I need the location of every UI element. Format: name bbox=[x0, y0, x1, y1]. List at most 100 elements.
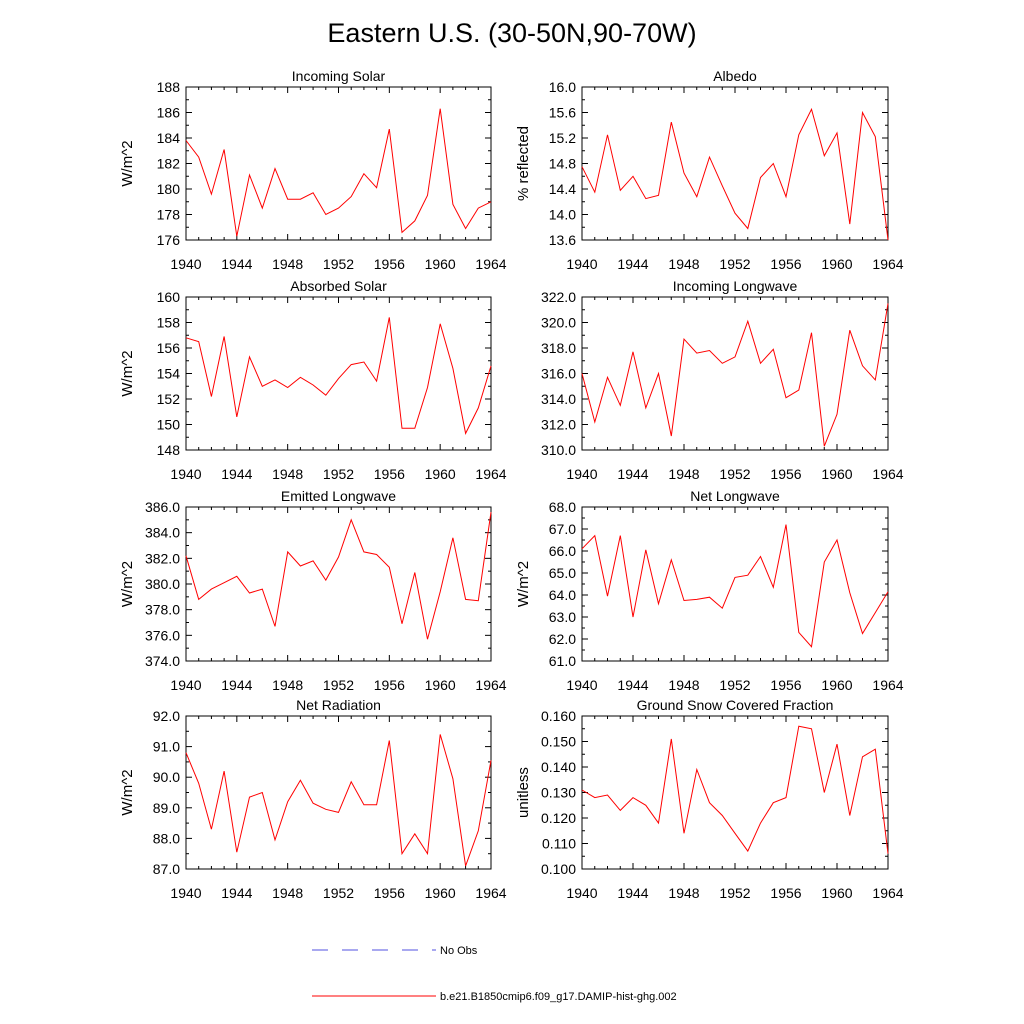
x-tick-label: 1944 bbox=[617, 677, 648, 693]
x-tick-label: 1940 bbox=[566, 466, 597, 482]
x-tick-label: 1960 bbox=[821, 466, 852, 482]
x-tick-label: 1952 bbox=[719, 885, 750, 901]
x-tick-label: 1960 bbox=[425, 885, 456, 901]
x-tick-label: 1952 bbox=[323, 677, 354, 693]
y-tick-label: 180 bbox=[157, 181, 181, 197]
x-tick-label: 1940 bbox=[566, 256, 597, 272]
y-tick-label: 14.0 bbox=[549, 207, 576, 223]
x-tick-label: 1964 bbox=[872, 885, 903, 901]
x-tick-label: 1952 bbox=[323, 885, 354, 901]
x-tick-label: 1944 bbox=[221, 256, 252, 272]
x-tick-label: 1940 bbox=[170, 677, 201, 693]
y-tick-label: 92.0 bbox=[153, 708, 180, 724]
panel-title: Albedo bbox=[713, 68, 757, 84]
y-tick-label: 0.160 bbox=[541, 708, 576, 724]
chart-panel-3: Absorbed Solar W/m^2 148 150 152 154 156 158 160… bbox=[119, 278, 507, 482]
y-tick-label: 68.0 bbox=[549, 499, 576, 515]
x-tick-label: 1960 bbox=[821, 256, 852, 272]
y-tick-label: 15.2 bbox=[549, 130, 576, 146]
x-tick-label: 1960 bbox=[425, 466, 456, 482]
y-tick-label: 376.0 bbox=[145, 627, 180, 643]
y-tick-label: 0.150 bbox=[541, 734, 576, 750]
y-tick-label: 15.6 bbox=[549, 105, 576, 121]
chart-panel-8: Ground Snow Covered Fraction unitless 0.10… bbox=[515, 697, 904, 901]
x-tick-label: 1948 bbox=[668, 466, 699, 482]
plot-frame bbox=[185, 715, 492, 870]
chart-panel-4: Incoming Longwave 310.0 312.0 314.0 316.0 318… bbox=[541, 278, 904, 482]
y-tick-label: 318.0 bbox=[541, 340, 576, 356]
x-tick-label: 1948 bbox=[272, 256, 303, 272]
y-tick-label: 14.4 bbox=[549, 181, 576, 197]
x-tick-label: 1944 bbox=[617, 885, 648, 901]
x-tick-label: 1948 bbox=[272, 885, 303, 901]
x-tick-label: 1956 bbox=[770, 256, 801, 272]
panel-title: Absorbed Solar bbox=[290, 278, 387, 294]
y-tick-label: 64.0 bbox=[549, 587, 576, 603]
series-line bbox=[185, 734, 492, 867]
chart-panel-1: Incoming Solar W/m^2 176 178 180 182 184 186 188… bbox=[119, 68, 507, 272]
y-tick-label: 0.130 bbox=[541, 785, 576, 801]
y-tick-label: 156 bbox=[157, 340, 181, 356]
y-tick-label: 89.0 bbox=[153, 800, 180, 816]
series-line bbox=[185, 317, 492, 435]
y-tick-label: 316.0 bbox=[541, 366, 576, 382]
y-tick-label: 182 bbox=[157, 156, 181, 172]
legend-obs-label: No Obs bbox=[440, 945, 478, 957]
x-tick-label: 1956 bbox=[374, 256, 405, 272]
x-tick-label: 1944 bbox=[617, 256, 648, 272]
plot-frame bbox=[185, 296, 492, 451]
y-tick-label: 310.0 bbox=[541, 442, 576, 458]
x-tick-label: 1940 bbox=[170, 885, 201, 901]
x-tick-label: 1964 bbox=[475, 885, 506, 901]
y-tick-label: 314.0 bbox=[541, 391, 576, 407]
y-tick-label: 0.140 bbox=[541, 759, 576, 775]
panel-title: Incoming Solar bbox=[292, 68, 386, 84]
y-tick-label: 184 bbox=[157, 130, 181, 146]
y-tick-label: 13.6 bbox=[549, 232, 576, 248]
y-tick-label: 88.0 bbox=[153, 830, 180, 846]
x-tick-label: 1940 bbox=[566, 885, 597, 901]
x-tick-label: 1952 bbox=[719, 677, 750, 693]
plot-frame bbox=[581, 86, 889, 241]
y-tick-label: 63.0 bbox=[549, 609, 576, 625]
y-tick-label: 382.0 bbox=[145, 550, 180, 566]
y-tick-label: 378.0 bbox=[145, 602, 180, 618]
y-tick-label: 186 bbox=[157, 105, 181, 121]
x-tick-label: 1956 bbox=[374, 677, 405, 693]
series-line bbox=[581, 303, 889, 447]
x-tick-label: 1940 bbox=[170, 256, 201, 272]
x-tick-label: 1956 bbox=[374, 466, 405, 482]
series-line bbox=[581, 107, 889, 241]
x-tick-label: 1964 bbox=[872, 466, 903, 482]
x-tick-label: 1964 bbox=[475, 677, 506, 693]
y-axis-label: W/m^2 bbox=[119, 140, 136, 186]
x-tick-label: 1944 bbox=[221, 677, 252, 693]
y-tick-label: 0.110 bbox=[542, 836, 576, 852]
x-tick-label: 1956 bbox=[770, 466, 801, 482]
x-tick-label: 1940 bbox=[170, 466, 201, 482]
panel-title: Emitted Longwave bbox=[281, 488, 396, 504]
y-axis-label: % reflected bbox=[515, 126, 532, 201]
chart-panels: Incoming Solar W/m^2 176 178 180 182 184 186 188… bbox=[119, 68, 904, 901]
x-tick-label: 1960 bbox=[821, 677, 852, 693]
y-tick-label: 61.0 bbox=[549, 653, 576, 669]
x-tick-label: 1960 bbox=[821, 885, 852, 901]
legend-model-label: b.e21.B1850cmip6.f09_g17.DAMIP-hist-ghg.… bbox=[440, 991, 677, 1003]
x-tick-label: 1952 bbox=[323, 466, 354, 482]
chart-panel-2: Albedo % reflected 13.6 14.0 14.4 14.8 15.2 15.… bbox=[515, 68, 904, 272]
x-tick-label: 1948 bbox=[272, 466, 303, 482]
y-tick-label: 384.0 bbox=[145, 525, 180, 541]
series-line bbox=[581, 524, 889, 648]
x-tick-label: 1964 bbox=[475, 256, 506, 272]
y-axis-label: W/m^2 bbox=[515, 561, 532, 607]
x-tick-label: 1964 bbox=[872, 677, 903, 693]
series-line bbox=[581, 725, 889, 854]
y-tick-label: 322.0 bbox=[541, 289, 576, 305]
y-axis-label: W/m^2 bbox=[119, 769, 136, 815]
x-tick-label: 1948 bbox=[272, 677, 303, 693]
y-tick-label: 188 bbox=[157, 79, 181, 95]
x-tick-label: 1944 bbox=[221, 885, 252, 901]
panel-title: Ground Snow Covered Fraction bbox=[637, 697, 834, 713]
panel-title: Incoming Longwave bbox=[673, 278, 798, 294]
